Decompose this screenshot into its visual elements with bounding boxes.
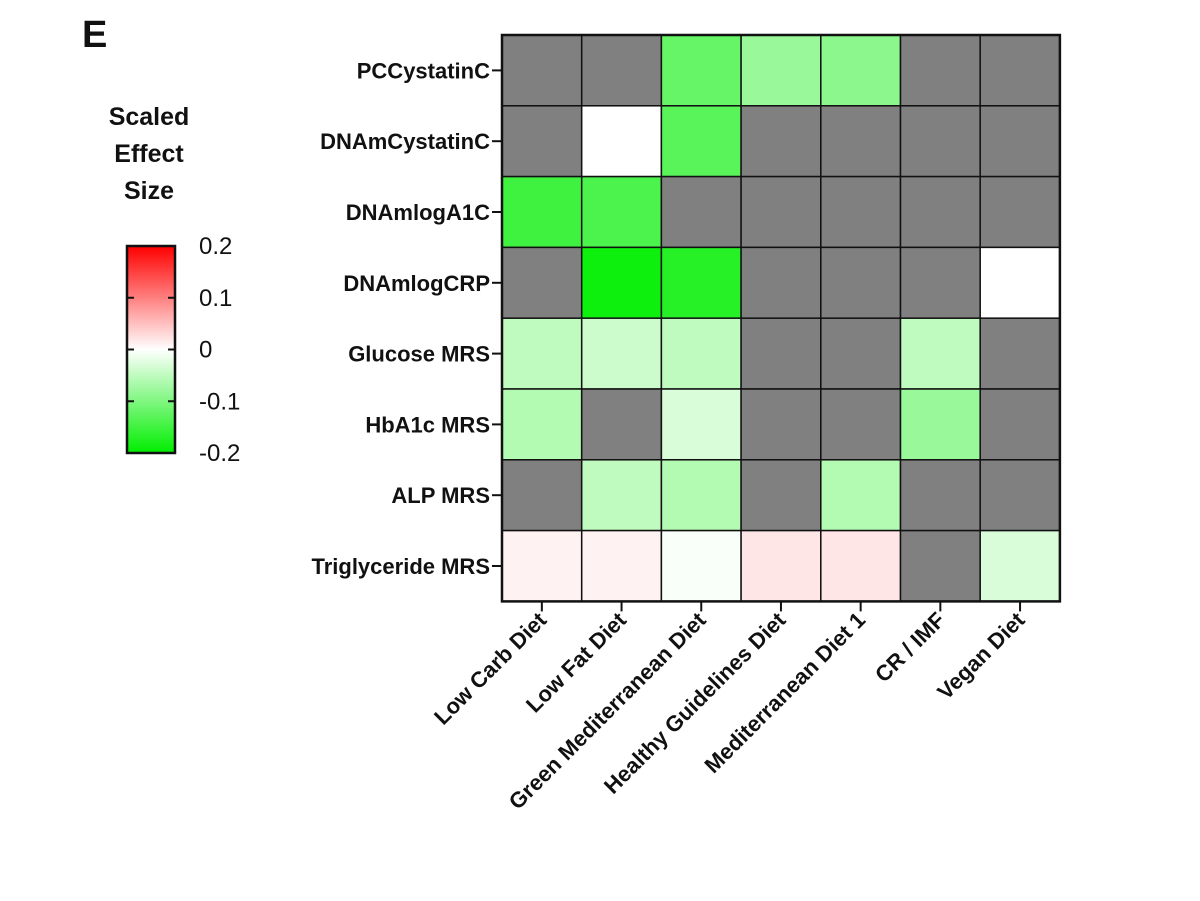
heatmap-cell: [979, 388, 1061, 461]
legend-tick-label: -0.2: [199, 440, 240, 467]
row-label: Triglyceride MRS: [311, 554, 490, 579]
heatmap-cell: [660, 388, 742, 461]
heatmap-cell: [979, 175, 1061, 249]
heatmap-cell: [899, 459, 981, 532]
heatmap-cell: [979, 105, 1061, 178]
heatmap-cell: [979, 529, 1061, 603]
heatmap-cell: [501, 459, 583, 532]
heatmap-cell: [820, 34, 902, 107]
heatmap-cell: [501, 175, 583, 249]
heatmap-cell: [580, 175, 663, 249]
heatmap-cell: [501, 388, 583, 461]
heatmap-cell: [580, 388, 663, 461]
heatmap-cell: [740, 175, 822, 249]
row-label: DNAmlogA1C: [346, 200, 490, 225]
row-label: PCCystatinC: [357, 58, 490, 83]
heatmap-cell: [899, 317, 981, 390]
heatmap-cell: [899, 246, 981, 319]
color-legend: Scaled Effect Size 0.2 0.1 0 -0.1 -0.2: [109, 103, 241, 467]
legend-tick-label: 0: [199, 337, 212, 364]
heatmap-cell: [501, 317, 583, 390]
heatmap-cell: [899, 34, 981, 107]
heatmap-cell: [501, 246, 583, 319]
heatmap-cell: [660, 317, 742, 390]
heatmap-cell: [660, 175, 742, 249]
heatmap-cell: [740, 105, 822, 178]
row-labels: PCCystatinC DNAmCystatinC DNAmlogA1C DNAmlo…: [311, 58, 502, 579]
heatmap-cell: [501, 105, 583, 178]
row-label: DNAmlogCRP: [343, 271, 490, 296]
heatmap-cell: [580, 529, 663, 603]
heatmap-cell: [820, 317, 902, 390]
row-label: DNAmCystatinC: [320, 129, 490, 154]
heatmap-cell: [740, 459, 822, 532]
column-label: Vegan Diet: [932, 607, 1030, 705]
heatmap-cell: [660, 246, 742, 319]
row-label: HbA1c MRS: [365, 412, 490, 437]
legend-tick-label: 0.2: [199, 233, 232, 260]
legend-title-line: Size: [124, 177, 174, 205]
heatmap-cell: [820, 105, 902, 178]
heatmap-cell: [899, 105, 981, 178]
heatmap-cell: [979, 459, 1061, 532]
heatmap-cell: [580, 105, 663, 178]
heatmap-cell: [820, 529, 902, 603]
heatmap-cell: [580, 246, 663, 319]
heatmap-cells: [500, 33, 1062, 603]
heatmap-cell: [899, 388, 981, 461]
heatmap-cell: [979, 246, 1061, 319]
column-label: Mediterranean Diet 1: [699, 607, 870, 778]
heatmap-cell: [740, 529, 822, 603]
heatmap-cell: [660, 529, 742, 603]
heatmap-cell: [820, 459, 902, 532]
heatmap-cell: [660, 459, 742, 532]
heatmap-cell: [580, 34, 663, 107]
legend-title-line: Effect: [114, 140, 184, 168]
row-label: Glucose MRS: [348, 342, 490, 367]
legend-title-line: Scaled: [109, 103, 190, 131]
heatmap-cell: [899, 529, 981, 603]
column-label: CR / IMF: [870, 607, 950, 687]
heatmap-cell: [979, 34, 1061, 107]
heatmap-cell: [580, 459, 663, 532]
panel-label: E: [82, 14, 107, 56]
heatmap-cell: [501, 34, 583, 107]
legend-tick-label: 0.1: [199, 285, 232, 312]
heatmap-cell: [660, 105, 742, 178]
heatmap-cell: [580, 317, 663, 390]
legend-tick-label: -0.1: [199, 388, 240, 415]
heatmap-cell: [740, 246, 822, 319]
row-label: ALP MRS: [391, 483, 490, 508]
heatmap-cell: [820, 388, 902, 461]
legend-color-bar: [125, 244, 177, 455]
heatmap-cell: [979, 317, 1061, 390]
heatmap-cell: [501, 529, 583, 603]
heatmap-cell: [820, 175, 902, 249]
heatmap-cell: [740, 388, 822, 461]
heatmap-cell: [660, 34, 742, 107]
heatmap-cell: [740, 317, 822, 390]
heatmap-cell: [740, 34, 822, 107]
heatmap-cell: [899, 175, 981, 249]
heatmap-cell: [820, 246, 902, 319]
